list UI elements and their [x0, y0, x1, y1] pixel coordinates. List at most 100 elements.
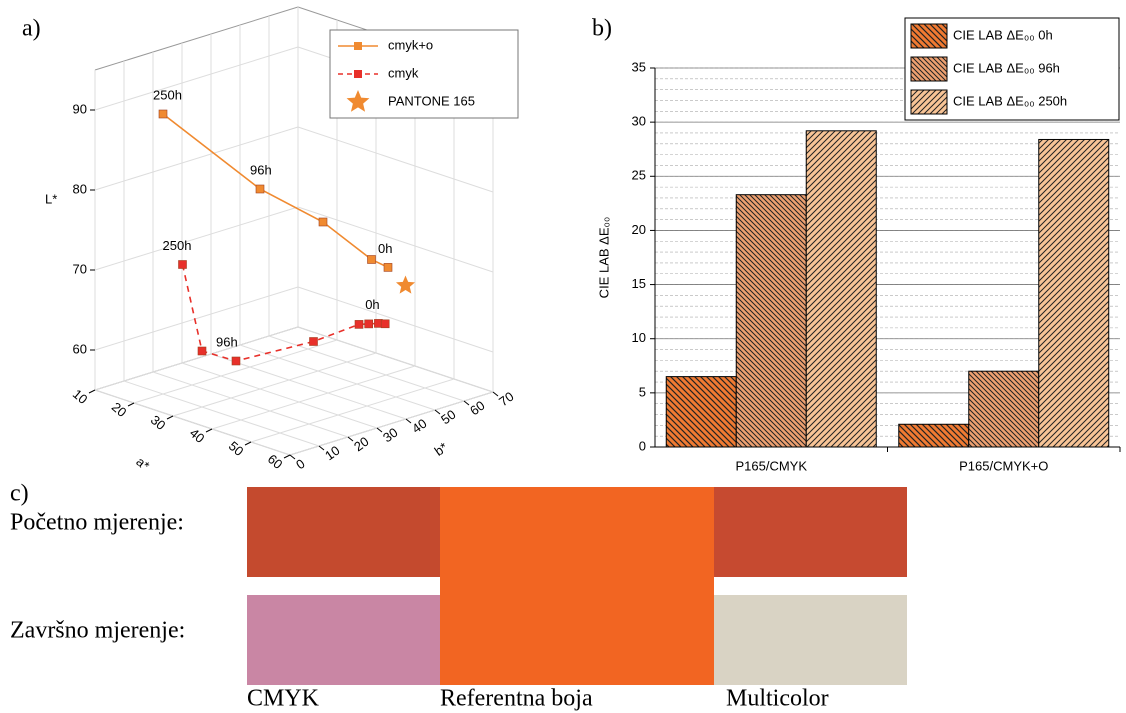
- y-tick-label: 70: [496, 389, 516, 410]
- x-tick-label: 60: [265, 451, 286, 472]
- tick-mark: [289, 454, 296, 460]
- z-tick-label: 60: [73, 341, 87, 356]
- grid-line: [94, 126, 299, 191]
- bar: [735, 194, 807, 448]
- y-tick-label: 25: [632, 168, 646, 183]
- tick-mark: [318, 445, 325, 451]
- point: [364, 319, 374, 329]
- tick-mark: [244, 441, 252, 446]
- legend-swatch: [910, 89, 948, 115]
- grid-line: [268, 335, 465, 402]
- y-tick-label: 35: [632, 59, 646, 74]
- grid-line: [297, 126, 494, 193]
- point-label: 250h: [163, 238, 192, 253]
- grid-line: [123, 380, 320, 447]
- x-tick-label: 20: [109, 399, 130, 420]
- bar: [665, 376, 737, 448]
- y-tick-label: 0: [639, 438, 646, 453]
- legend-swatch: [910, 56, 948, 82]
- z-tick-label: 80: [73, 181, 87, 196]
- legend-label: CIE LAB ΔE₀₀ 0h: [953, 27, 1053, 42]
- swatch: [440, 487, 714, 685]
- legend-marker: [354, 70, 362, 78]
- y-tick-label: 10: [322, 443, 342, 464]
- bar: [898, 423, 970, 448]
- point-label: 96h: [250, 162, 272, 177]
- swatch: [247, 487, 440, 577]
- row-label: Početno mjerenje:: [10, 510, 184, 536]
- y-tick-label: 50: [438, 407, 458, 428]
- legend-label: CIE LAB ΔE₀₀ 96h: [953, 60, 1060, 75]
- grid-line: [250, 378, 455, 443]
- tick-mark: [347, 436, 354, 442]
- series-line: [181, 264, 386, 362]
- tick-mark: [434, 409, 441, 415]
- tick-mark: [205, 428, 213, 433]
- z-tick-label: 90: [73, 101, 87, 116]
- y-tick-label: 20: [632, 222, 646, 237]
- grid-line: [211, 365, 416, 430]
- grid-line: [289, 391, 494, 456]
- column-label: Multicolor: [726, 686, 829, 712]
- grid-line: [210, 353, 407, 420]
- x-tick-label: 50: [226, 438, 247, 459]
- swatch: [714, 595, 907, 685]
- swatch: [247, 595, 440, 685]
- legend-label: PANTONE 165: [388, 93, 475, 108]
- z-tick-label: 70: [73, 261, 87, 276]
- point: [395, 275, 416, 294]
- tick-mark: [127, 402, 135, 407]
- tick-mark: [405, 418, 412, 424]
- point: [367, 255, 376, 264]
- x-tick-label: 30: [148, 412, 169, 433]
- panel-label: a): [22, 16, 41, 42]
- grid-line: [297, 326, 494, 393]
- grid-line: [297, 206, 494, 273]
- bar: [805, 130, 877, 448]
- point-label: 0h: [378, 241, 392, 256]
- y-axis-label: CIE LAB ΔE₀₀: [596, 217, 611, 299]
- bar: [1038, 138, 1110, 448]
- grid-line: [94, 286, 299, 351]
- x-tick-label: P165/CMYK+O: [959, 458, 1048, 473]
- point: [158, 109, 168, 119]
- tick-mark: [492, 391, 499, 397]
- legend-marker: [354, 42, 362, 50]
- tick-mark: [283, 454, 291, 459]
- y-tick-label: 0: [293, 456, 308, 472]
- z-axis-label: L*: [45, 191, 57, 206]
- x-tick-label: 40: [187, 425, 208, 446]
- y-tick-label: 40: [409, 416, 429, 437]
- point-label: 96h: [216, 334, 238, 349]
- point: [197, 346, 207, 356]
- y-tick-label: 5: [639, 384, 646, 399]
- grid-line: [94, 326, 299, 391]
- x-tick-label: 10: [70, 386, 91, 407]
- point: [309, 337, 318, 346]
- panel-label: c): [10, 481, 29, 507]
- legend-label: cmyk: [388, 65, 419, 80]
- y-axis-label: b*: [432, 439, 451, 458]
- point-label: 250h: [153, 87, 182, 102]
- series-line: [162, 113, 389, 269]
- legend-label: CIE LAB ΔE₀₀ 250h: [953, 93, 1067, 108]
- y-tick-label: 20: [351, 434, 371, 455]
- grid-line: [172, 352, 377, 417]
- grid-line: [239, 344, 436, 411]
- point: [178, 260, 187, 269]
- legend-marker: [346, 90, 370, 112]
- y-tick-label: 10: [632, 330, 646, 345]
- grid-line: [94, 46, 299, 111]
- column-label: Referentna boja: [440, 686, 593, 712]
- y-tick-label: 30: [380, 425, 400, 446]
- grid-line: [152, 371, 349, 438]
- grid-line: [94, 389, 291, 456]
- row-label: Završno mjerenje:: [10, 618, 185, 644]
- column-label: CMYK: [247, 686, 320, 712]
- grid-line: [181, 362, 378, 429]
- grid-line: [94, 206, 299, 271]
- grid-line: [133, 339, 338, 404]
- bar: [968, 370, 1040, 448]
- point: [380, 319, 390, 329]
